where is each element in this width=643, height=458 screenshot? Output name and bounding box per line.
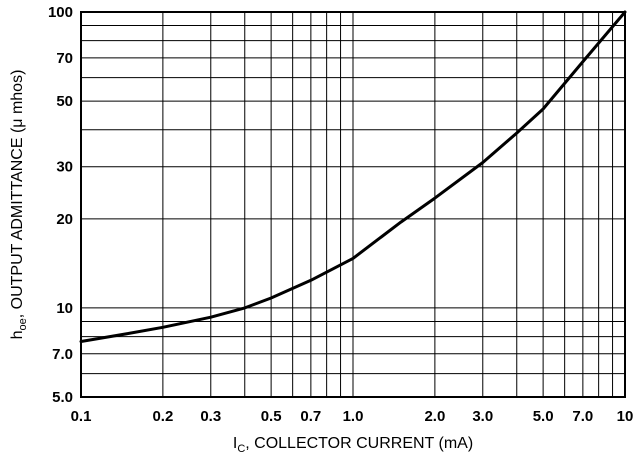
series-line [79, 10, 627, 343]
grid [80, 11, 626, 398]
y-tick-label: 100 [48, 4, 73, 21]
data-series [79, 10, 627, 343]
x-tick-label: 0.7 [300, 408, 321, 425]
y-tick-label: 20 [56, 211, 73, 228]
y-tick-label: 5.0 [52, 389, 73, 406]
y-tick-label: 50 [56, 93, 73, 110]
y-axis-label: hoe, OUTPUT ADMITTANCE (μ mhos) [9, 70, 29, 340]
x-axis-label-main: I [233, 435, 237, 452]
x-tick-labels: 0.1 0.2 0.3 0.5 0.7 1.0 2.0 3.0 5.0 7.0 10 [71, 408, 634, 425]
y-tick-label: 10 [56, 300, 73, 317]
y-axis-label-rest: , OUTPUT ADMITTANCE (μ mhos) [9, 70, 26, 319]
y-tick-labels: 5.0 7.0 10 20 30 50 70 100 [48, 4, 73, 406]
y-tick-label: 70 [56, 50, 73, 67]
x-tick-label: 0.3 [200, 408, 221, 425]
x-tick-label: 3.0 [472, 408, 493, 425]
y-axis-label-subscript: oe [17, 318, 29, 330]
x-axis-label: IC, COLLECTOR CURRENT (mA) [233, 435, 473, 455]
x-axis-label-rest: , COLLECTOR CURRENT (mA) [245, 435, 473, 452]
plot-frame [80, 11, 626, 398]
x-tick-label: 5.0 [533, 408, 554, 425]
x-tick-label: 0.2 [152, 408, 173, 425]
x-tick-label: 1.0 [343, 408, 364, 425]
x-axis-label-subscript: C [237, 443, 245, 455]
x-tick-label: 10 [617, 408, 634, 425]
x-tick-label: 0.1 [71, 408, 92, 425]
x-tick-label: 7.0 [572, 408, 593, 425]
y-tick-label: 7.0 [52, 346, 73, 363]
x-tick-label: 0.5 [261, 408, 282, 425]
y-tick-label: 30 [56, 159, 73, 176]
x-tick-label: 2.0 [424, 408, 445, 425]
y-axis-label-main: h [9, 330, 26, 339]
